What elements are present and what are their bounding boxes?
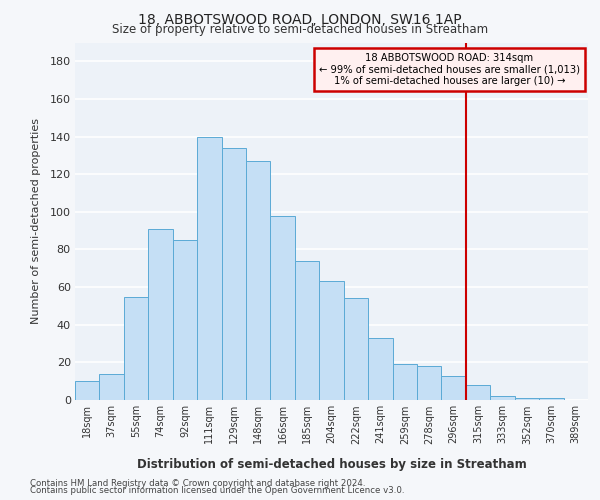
- Bar: [271, 216, 295, 400]
- Bar: [124, 296, 148, 400]
- Bar: [392, 364, 417, 400]
- Bar: [368, 338, 392, 400]
- Bar: [100, 374, 124, 400]
- Bar: [148, 229, 173, 400]
- Text: 18 ABBOTSWOOD ROAD: 314sqm
← 99% of semi-detached houses are smaller (1,013)
1% : 18 ABBOTSWOOD ROAD: 314sqm ← 99% of semi…: [319, 53, 580, 86]
- Bar: [221, 148, 246, 400]
- Bar: [466, 385, 490, 400]
- Bar: [246, 161, 271, 400]
- Text: Contains HM Land Registry data © Crown copyright and database right 2024.: Contains HM Land Registry data © Crown c…: [30, 478, 365, 488]
- Bar: [173, 240, 197, 400]
- X-axis label: Distribution of semi-detached houses by size in Streatham: Distribution of semi-detached houses by …: [137, 458, 526, 470]
- Bar: [75, 381, 100, 400]
- Bar: [490, 396, 515, 400]
- Text: 18, ABBOTSWOOD ROAD, LONDON, SW16 1AP: 18, ABBOTSWOOD ROAD, LONDON, SW16 1AP: [138, 12, 462, 26]
- Text: Size of property relative to semi-detached houses in Streatham: Size of property relative to semi-detach…: [112, 22, 488, 36]
- Bar: [295, 261, 319, 400]
- Bar: [515, 398, 539, 400]
- Bar: [442, 376, 466, 400]
- Bar: [344, 298, 368, 400]
- Bar: [319, 282, 344, 400]
- Y-axis label: Number of semi-detached properties: Number of semi-detached properties: [31, 118, 41, 324]
- Bar: [197, 136, 221, 400]
- Text: Contains public sector information licensed under the Open Government Licence v3: Contains public sector information licen…: [30, 486, 404, 495]
- Bar: [417, 366, 442, 400]
- Bar: [539, 398, 563, 400]
